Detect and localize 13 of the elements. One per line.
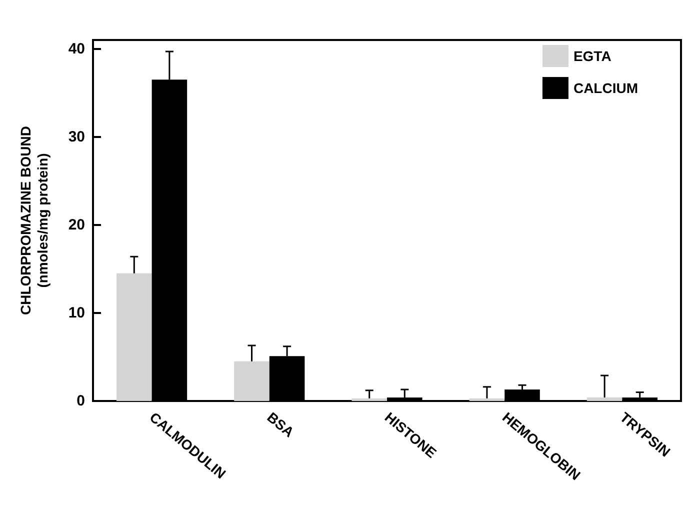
bar [469,398,505,401]
legend-label: CALCIUM [573,80,638,96]
y-tick-label: 40 [68,40,85,58]
bar [116,273,152,401]
y-tick-label: 10 [68,304,85,322]
y-axis-title: CHLORPROMAZINE BOUND (nmoles/mg protein) [18,126,50,315]
legend-label: EGTA [573,48,612,64]
bar [586,397,622,401]
bar [352,398,387,401]
bar [234,361,270,401]
y-tick-label: 20 [68,216,85,234]
y-tick-label: 30 [68,128,85,146]
y-tick-label: 0 [76,392,85,410]
